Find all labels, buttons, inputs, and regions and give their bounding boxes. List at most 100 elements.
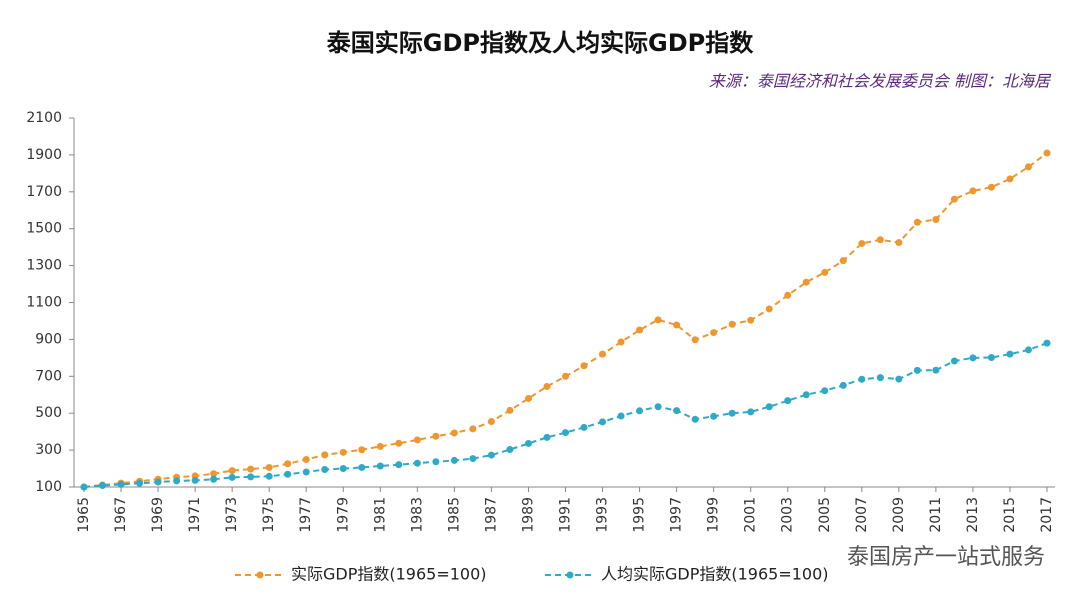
data-point xyxy=(617,338,625,346)
data-point xyxy=(302,468,310,476)
data-point xyxy=(691,336,699,344)
x-tick-label: 1989 xyxy=(520,497,536,533)
data-point xyxy=(1043,339,1051,347)
y-tick-label: 300 xyxy=(35,442,62,458)
data-point xyxy=(858,239,866,247)
data-point xyxy=(876,236,884,244)
data-point xyxy=(858,375,866,383)
x-tick-label: 1977 xyxy=(298,497,314,533)
data-point xyxy=(302,456,310,464)
x-tick-label: 1981 xyxy=(372,497,388,533)
x-tick-label: 2001 xyxy=(743,497,759,533)
legend-marker xyxy=(566,571,574,579)
data-point xyxy=(284,470,292,478)
data-point xyxy=(376,442,384,450)
data-point xyxy=(339,448,347,456)
data-point xyxy=(599,350,607,358)
x-tick-label: 1979 xyxy=(335,497,351,533)
data-point xyxy=(654,316,662,324)
data-point xyxy=(913,218,921,226)
x-tick-label: 2017 xyxy=(1039,497,1055,533)
data-point xyxy=(839,257,847,265)
data-point xyxy=(191,476,199,484)
data-point xyxy=(895,239,903,247)
data-point xyxy=(265,463,273,471)
data-point xyxy=(413,436,421,444)
data-point xyxy=(710,329,718,337)
data-point xyxy=(784,397,792,405)
data-point xyxy=(543,382,551,390)
watermark: 泰国房产一站式服务 xyxy=(847,545,1045,570)
data-point xyxy=(802,391,810,399)
data-point xyxy=(821,268,829,276)
data-point xyxy=(636,326,644,334)
data-point xyxy=(173,477,181,485)
x-tick-label: 1997 xyxy=(669,497,685,533)
data-point xyxy=(747,408,755,416)
data-point xyxy=(339,465,347,473)
data-point xyxy=(821,387,829,395)
y-tick-label: 700 xyxy=(35,368,62,384)
x-tick-label: 1999 xyxy=(706,497,722,533)
x-tick-label: 2015 xyxy=(1002,497,1018,533)
data-point xyxy=(247,465,255,473)
y-tick-label: 1300 xyxy=(26,258,62,274)
data-point xyxy=(932,366,940,374)
data-point xyxy=(543,433,551,441)
data-point xyxy=(432,458,440,466)
y-tick-label: 1900 xyxy=(26,147,62,163)
data-point xyxy=(469,455,477,463)
data-point xyxy=(265,472,273,480)
y-tick-label: 500 xyxy=(35,405,62,421)
data-point xyxy=(1024,163,1032,171)
data-point xyxy=(710,412,718,420)
x-tick-label: 1969 xyxy=(150,497,166,533)
data-point xyxy=(728,320,736,328)
data-point xyxy=(802,278,810,286)
data-point xyxy=(636,407,644,415)
data-point xyxy=(913,366,921,374)
x-tick-label: 2003 xyxy=(780,497,796,533)
data-point xyxy=(80,483,88,491)
x-tick-label: 2005 xyxy=(817,497,833,533)
data-point xyxy=(321,465,329,473)
data-point xyxy=(284,460,292,468)
data-point xyxy=(154,478,162,486)
data-point xyxy=(136,479,144,487)
x-tick-label: 2007 xyxy=(854,497,870,533)
data-point xyxy=(747,316,755,324)
data-point xyxy=(876,374,884,382)
legend-marker xyxy=(256,571,264,579)
data-point xyxy=(784,291,792,299)
data-point xyxy=(358,463,366,471)
x-tick-label: 1983 xyxy=(409,497,425,533)
data-point xyxy=(413,459,421,467)
data-point xyxy=(562,429,569,437)
data-point xyxy=(950,195,958,203)
x-tick-label: 2013 xyxy=(965,497,981,533)
data-point xyxy=(765,403,773,411)
x-tick-label: 1971 xyxy=(187,497,203,533)
data-point xyxy=(395,439,403,447)
data-point xyxy=(969,354,977,362)
data-point xyxy=(358,446,366,454)
x-tick-label: 1991 xyxy=(558,497,574,533)
data-point xyxy=(1043,149,1051,157)
data-point xyxy=(228,467,236,475)
data-point xyxy=(617,412,625,420)
data-point xyxy=(987,353,995,361)
data-point xyxy=(321,451,329,459)
data-point xyxy=(487,451,495,459)
series-line xyxy=(83,342,1048,488)
data-point xyxy=(469,425,477,433)
y-tick-label: 1500 xyxy=(26,221,62,237)
data-point xyxy=(691,415,699,423)
data-point xyxy=(673,407,681,415)
data-point xyxy=(562,372,569,380)
y-tick-label: 1700 xyxy=(26,184,62,200)
data-point xyxy=(395,461,403,469)
data-point xyxy=(450,429,458,437)
series-line xyxy=(83,152,1048,488)
legend-label: 人均实际GDP指数(1965=100) xyxy=(601,565,829,584)
